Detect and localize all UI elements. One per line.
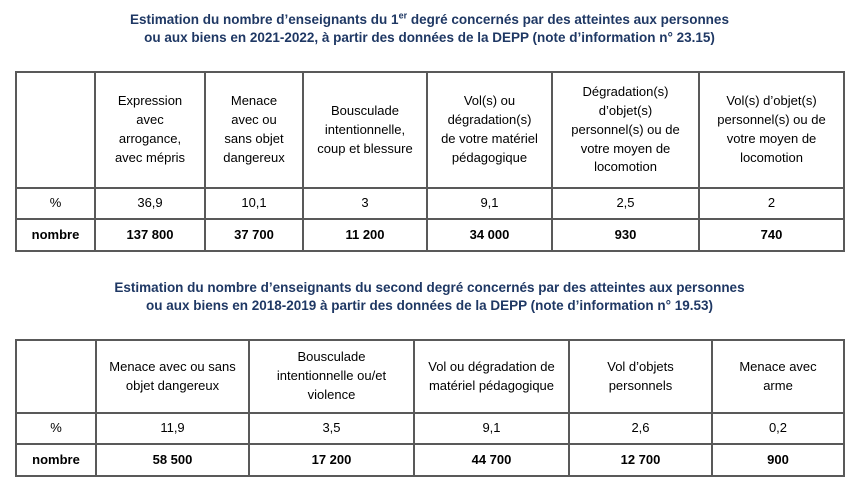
table2-percent-row: % 11,9 3,5 9,1 2,6 0,2 bbox=[15, 412, 845, 446]
table2-title: Estimation du nombre d’enseignants du se… bbox=[20, 279, 840, 314]
table1-number-row-label: nombre bbox=[15, 218, 96, 253]
table1-title-line1-post: degré concernés par des atteintes aux pe… bbox=[407, 12, 729, 27]
table1-header-cell: Bousculade intentionnelle, coup et bless… bbox=[302, 71, 428, 190]
table2-corner-cell bbox=[15, 339, 97, 415]
table2-percent-cell: 11,9 bbox=[95, 412, 250, 446]
table1-number-cell: 740 bbox=[698, 218, 845, 253]
table1-percent-cell: 36,9 bbox=[94, 187, 206, 221]
table2-number-cell: 58 500 bbox=[95, 443, 250, 478]
table2-number-cell: 17 200 bbox=[248, 443, 415, 478]
table1-corner-cell bbox=[15, 71, 96, 190]
table2-title-line2: ou aux biens en 2018-2019 à partir des d… bbox=[145, 297, 714, 313]
table1-percent-row-label: % bbox=[15, 187, 96, 221]
table2-percent-cell: 3,5 bbox=[248, 412, 415, 446]
table1-number-row: nombre 137 800 37 700 11 200 34 000 930 … bbox=[15, 218, 845, 253]
table1-title-line2: ou aux biens en 2021-2022, à partir des … bbox=[144, 29, 715, 45]
table2-header-cell: Menace avec ou sans objet dangereux bbox=[95, 339, 250, 415]
table1-header-cell: Vol(s) d’objet(s) personnel(s) ou de vot… bbox=[698, 71, 845, 190]
table1-number-cell: 34 000 bbox=[426, 218, 553, 253]
table2: Menace avec ou sans objet dangereux Bous… bbox=[15, 339, 845, 478]
table2-header-cell: Vol d’objets personnels bbox=[568, 339, 713, 415]
table1-percent-cell: 3 bbox=[302, 187, 428, 221]
table2-percent-cell: 2,6 bbox=[568, 412, 713, 446]
table1-header-cell: Dégradation(s) d’objet(s) personnel(s) o… bbox=[551, 71, 700, 190]
table2-number-cell: 900 bbox=[711, 443, 845, 478]
table1-percent-cell: 10,1 bbox=[204, 187, 304, 221]
table1-title-line1-pre: Estimation du nombre d’enseignants du 1 bbox=[130, 12, 399, 27]
table1-header-cell: Expression avec arrogance, avec mépris bbox=[94, 71, 206, 190]
table2-number-row-label: nombre bbox=[15, 443, 97, 478]
table2-header-row: Menace avec ou sans objet dangereux Bous… bbox=[15, 339, 845, 415]
table1-header-cell: Vol(s) ou dégradation(s) de votre matéri… bbox=[426, 71, 553, 190]
table1-number-cell: 37 700 bbox=[204, 218, 304, 253]
table2-title-line1: Estimation du nombre d’enseignants du se… bbox=[114, 280, 745, 296]
table1-percent-row: % 36,9 10,1 3 9,1 2,5 2 bbox=[15, 187, 845, 221]
table2-percent-cell: 0,2 bbox=[711, 412, 845, 446]
table2-number-row: nombre 58 500 17 200 44 700 12 700 900 bbox=[15, 443, 845, 478]
table1-percent-cell: 2 bbox=[698, 187, 845, 221]
table1-number-cell: 930 bbox=[551, 218, 700, 253]
table1-header-cell: Menace avec ou sans objet dangereux bbox=[204, 71, 304, 190]
table1-title: Estimation du nombre d’enseignants du 1e… bbox=[20, 11, 840, 46]
table2-header-cell: Menace avec arme bbox=[711, 339, 845, 415]
table2-percent-cell: 9,1 bbox=[413, 412, 570, 446]
table1-number-cell: 137 800 bbox=[94, 218, 206, 253]
table1-number-cell: 11 200 bbox=[302, 218, 428, 253]
table2-number-cell: 12 700 bbox=[568, 443, 713, 478]
table1-title-superscript: er bbox=[398, 10, 408, 21]
table2-number-cell: 44 700 bbox=[413, 443, 570, 478]
table1-percent-cell: 9,1 bbox=[426, 187, 553, 221]
table2-header-cell: Vol ou dégradation de matériel pédagogiq… bbox=[413, 339, 570, 415]
table2-header-cell: Bousculade intentionnelle ou/et violence bbox=[248, 339, 415, 415]
table1-percent-cell: 2,5 bbox=[551, 187, 700, 221]
table1-header-row: Expression avec arrogance, avec mépris M… bbox=[15, 71, 845, 190]
table1: Expression avec arrogance, avec mépris M… bbox=[15, 71, 845, 253]
table2-percent-row-label: % bbox=[15, 412, 97, 446]
